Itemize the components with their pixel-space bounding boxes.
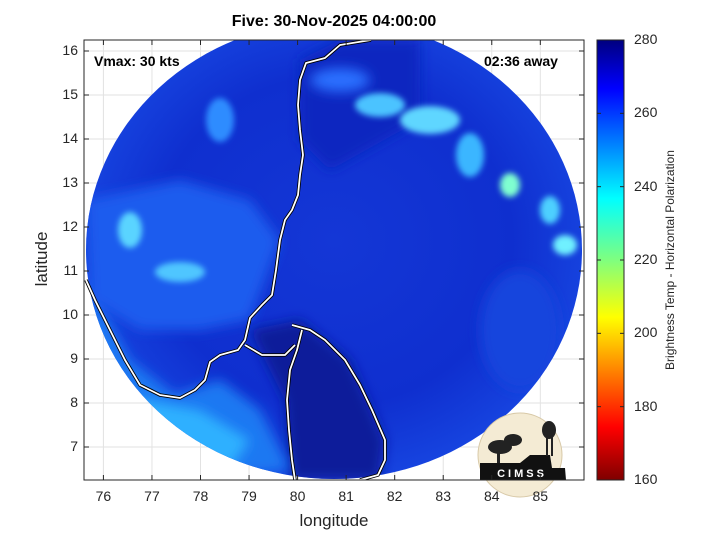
y-tick-label: 13 [62, 174, 78, 190]
axes-frame [83, 39, 585, 481]
colorbar-tick-label: 260 [634, 104, 658, 121]
x-tick-label: 80 [289, 488, 306, 504]
x-axis-label: longitude [299, 511, 369, 530]
y-tick-label: 15 [62, 86, 78, 102]
x-tick-label: 83 [435, 488, 451, 504]
y-tick-label: 9 [70, 350, 78, 366]
colorbar-tick-label: 280 [634, 31, 658, 47]
colorbar-tick-label: 180 [634, 397, 658, 414]
cimss-logo: CIMSS [477, 412, 566, 498]
x-tick-label: 84 [483, 488, 500, 504]
y-axis-label: latitude [32, 231, 51, 287]
time-away-label: 02:36 away [484, 53, 558, 69]
y-tick-label: 16 [62, 42, 78, 58]
colorbar [596, 39, 625, 481]
x-tick-label: 77 [144, 488, 160, 504]
colorbar-tick-label: 240 [634, 177, 658, 194]
y-tick-label: 7 [70, 438, 78, 454]
y-tick-label: 14 [62, 130, 78, 146]
x-tick-label: 82 [386, 488, 403, 504]
colorbar-tick-label: 200 [634, 324, 658, 341]
y-tick-label: 10 [62, 306, 78, 322]
y-tick-label: 8 [70, 394, 78, 410]
colorbar-tick-label: 160 [634, 471, 658, 487]
x-tick-label: 76 [95, 488, 112, 504]
x-tick-label: 79 [241, 488, 257, 504]
cimss-logo-text: CIMSS [497, 468, 547, 480]
colorbar-tick-label: 220 [634, 251, 658, 267]
brightness-temp-swath [86, 40, 582, 479]
map-title: Five: 30-Nov-2025 04:00:00 [231, 13, 437, 30]
coastline [84, 40, 387, 480]
vmax-label: Vmax: 30 kts [94, 53, 180, 69]
y-tick-label: 11 [63, 262, 78, 278]
colorbar-label: Brightness Temp - Horizontal Polarizatio… [663, 150, 677, 370]
x-tick-label: 81 [338, 488, 354, 504]
axis-ticks [84, 40, 584, 480]
y-tick-label: 12 [62, 218, 78, 234]
x-tick-label: 78 [192, 488, 209, 504]
x-tick-label: 85 [532, 488, 549, 504]
